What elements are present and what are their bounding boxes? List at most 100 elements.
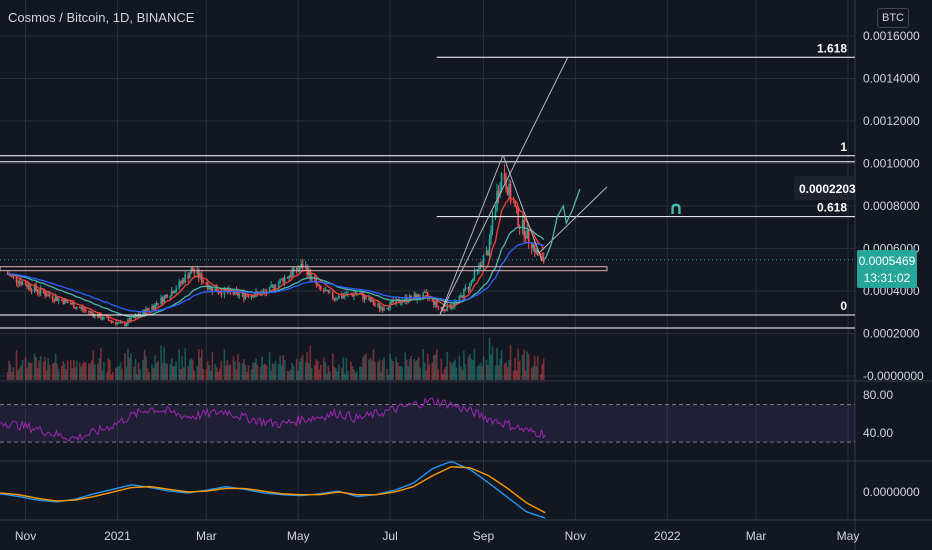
volume-bar — [24, 356, 27, 380]
volume-bar — [432, 355, 435, 380]
candle-body — [191, 268, 194, 272]
volume-bar — [154, 355, 156, 380]
candle-body — [454, 301, 456, 306]
candle-body — [533, 244, 536, 253]
candle-body — [110, 321, 113, 323]
candle-body — [169, 296, 171, 298]
volume-bar — [398, 365, 400, 380]
volume-bar — [482, 356, 485, 380]
volume-bar — [191, 359, 194, 380]
candle-body — [333, 298, 336, 300]
volume-bar — [145, 356, 147, 380]
x-tick-label: Nov — [15, 529, 36, 543]
candle-body — [91, 311, 93, 314]
volume-bar — [110, 374, 113, 380]
candle-body — [202, 282, 205, 284]
candle-body — [479, 265, 482, 267]
rsi-tick-label: 40.00 — [863, 426, 893, 440]
candle-body — [514, 202, 516, 207]
candle-body — [71, 303, 74, 305]
volume-bar — [332, 353, 334, 380]
candle-body — [445, 310, 447, 312]
candle-body — [205, 282, 208, 284]
volume-bar — [282, 355, 284, 380]
candle-body — [527, 230, 530, 244]
y-tick-label: 0.0008000 — [863, 199, 920, 213]
volume-bar — [380, 372, 382, 380]
volume-bar — [517, 348, 519, 380]
volume-bar — [440, 358, 443, 380]
volume-bar — [292, 366, 295, 380]
x-tick-label: 2021 — [104, 529, 131, 543]
candle-body — [289, 276, 292, 278]
candle-body — [42, 288, 45, 293]
candle-body — [434, 301, 437, 305]
candle-body — [121, 322, 123, 324]
macd-tick-label: 0.0000000 — [863, 485, 920, 499]
candle-body — [521, 220, 524, 228]
volume-bar — [491, 346, 494, 380]
candle-body — [101, 318, 104, 320]
candle-body — [295, 267, 298, 272]
candle-body — [98, 314, 101, 318]
volume-bar — [389, 353, 391, 380]
volume-bar — [300, 357, 303, 380]
volume-bar — [124, 352, 126, 380]
candle-body — [78, 307, 81, 309]
volume-bar — [161, 362, 164, 380]
volume-bar — [338, 364, 340, 380]
candle-body — [119, 322, 122, 324]
volume-bar — [530, 367, 533, 380]
candle-body — [136, 315, 138, 317]
candle-body — [342, 295, 345, 298]
volume-bar — [356, 371, 358, 380]
volume-bar — [378, 359, 381, 380]
candle-body — [368, 297, 370, 300]
volume-bar — [423, 362, 426, 380]
volume-bar — [42, 361, 45, 380]
candle-body — [443, 309, 446, 311]
volume-bar — [69, 360, 72, 380]
candle-body — [35, 284, 37, 291]
candle-body — [244, 295, 247, 299]
candle-body — [237, 291, 239, 296]
candle-body — [115, 322, 117, 325]
candle-body — [365, 296, 367, 300]
candle-body — [220, 292, 223, 295]
candle-body — [211, 287, 214, 292]
candle-body — [109, 319, 111, 322]
candle-body — [460, 295, 462, 297]
candle-body — [118, 322, 120, 324]
volume-bar — [535, 366, 537, 380]
volume-bar — [139, 369, 141, 380]
volume-bar — [499, 359, 501, 380]
volume-bar — [146, 368, 149, 380]
candle-body — [154, 303, 156, 309]
volume-bar — [237, 353, 239, 380]
volume-bar — [217, 372, 220, 380]
currency-badge[interactable]: BTC — [877, 8, 909, 28]
signal-line — [0, 466, 546, 514]
candle-body — [273, 285, 275, 290]
volume-bar — [374, 361, 376, 380]
candle-body — [277, 283, 280, 288]
candle-body — [386, 308, 388, 310]
volume-bar — [228, 365, 230, 380]
volume-bar — [315, 359, 318, 380]
candle-body — [30, 289, 33, 292]
volume-bar — [319, 364, 322, 380]
candle-body — [216, 288, 218, 292]
candle-body — [107, 317, 110, 320]
candle-body — [318, 285, 321, 287]
volume-bar — [310, 367, 313, 380]
candle-body — [74, 308, 77, 310]
volume-bar — [437, 369, 440, 380]
volume-bar — [220, 360, 223, 380]
x-tick-label: 2022 — [654, 529, 681, 543]
volume-bar — [274, 360, 277, 380]
x-tick-label: Nov — [565, 529, 586, 543]
volume-bar — [51, 363, 54, 380]
volume-bar — [75, 360, 78, 380]
volume-bar — [512, 370, 515, 380]
